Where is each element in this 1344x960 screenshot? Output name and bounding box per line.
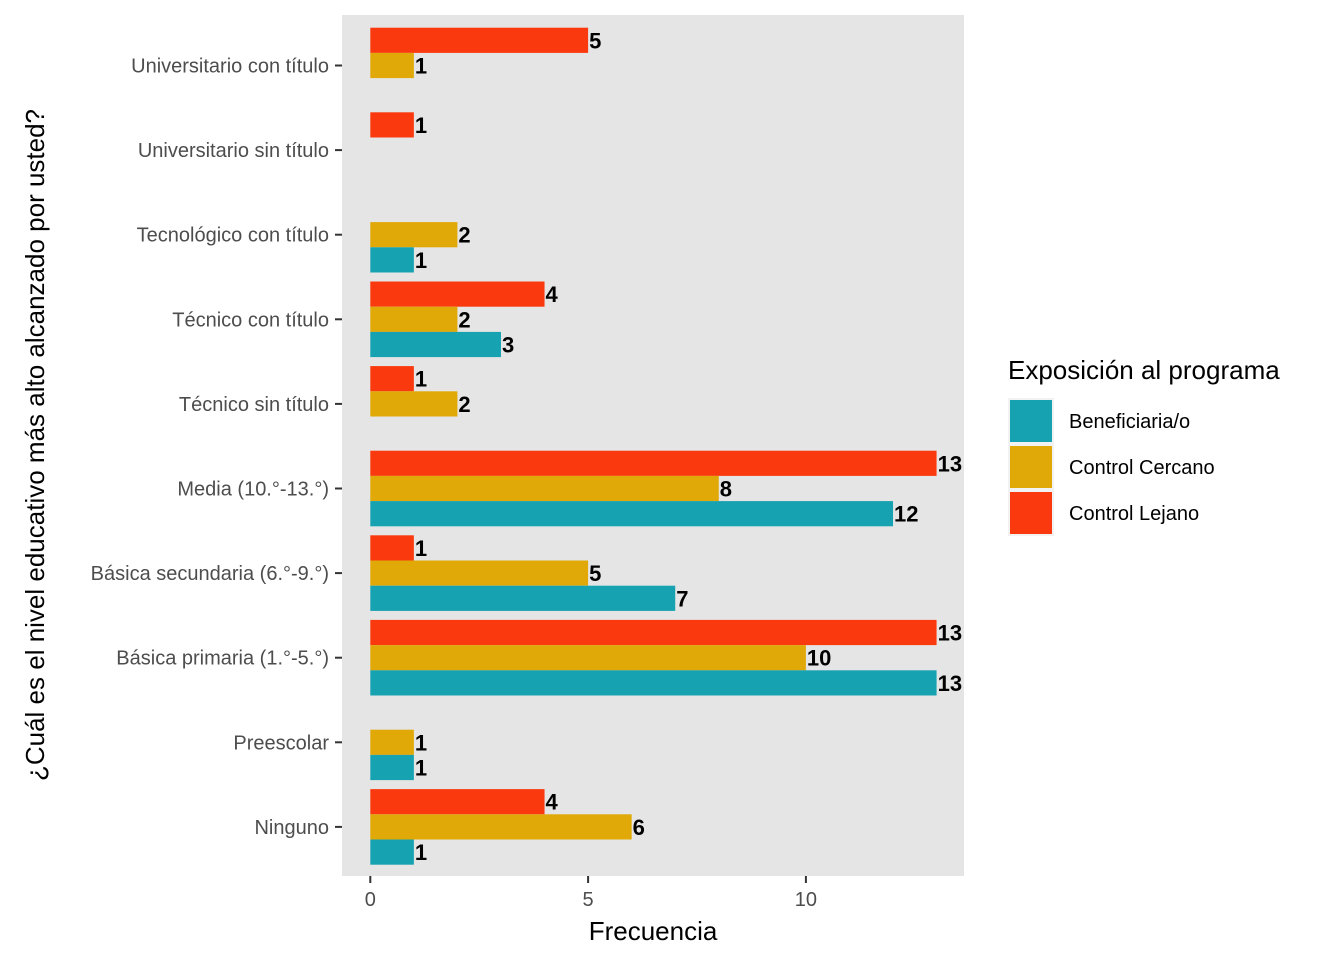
legend-title: Exposición al programa (1008, 355, 1280, 385)
data-label-beneficiaria-o-preescolar: 1 (415, 756, 427, 781)
data-label-control-lejano-universitario-con-titulo: 5 (589, 28, 601, 53)
y-tick-label-media-10-13: Media (10.°-13.°) (177, 479, 329, 501)
data-label-control-cercano-tecnico-sin-titulo: 2 (458, 392, 470, 417)
data-label-control-cercano-basica-secundaria-6-9: 5 (589, 561, 601, 586)
legend-label-control-lejano: Control Lejano (1069, 503, 1199, 525)
y-tick-label-preescolar: Preescolar (233, 732, 329, 754)
bar-control-cercano-media-10-13 (370, 475, 719, 502)
y-tick-label-universitario-sin-titulo: Universitario sin título (138, 140, 329, 162)
x-tick-label-0: 0 (365, 889, 376, 911)
bar-control-cercano-tecnico-con-titulo (370, 306, 458, 332)
y-tick-label-tecnologico-con-titulo: Tecnológico con título (137, 225, 329, 247)
y-axis-title: ¿Cuál es el nivel educativo más alto alc… (20, 109, 50, 781)
bar-control-lejano-tecnico-con-titulo (370, 281, 545, 307)
bar-control-cercano-preescolar (370, 729, 414, 755)
bar-beneficiaria-o-preescolar (370, 754, 414, 781)
x-tick-label-5: 5 (583, 889, 594, 911)
bar-beneficiaria-o-basica-secundaria-6-9 (370, 585, 676, 611)
legend-swatch-control-cercano (1010, 446, 1052, 488)
y-tick-label-tecnico-con-titulo: Técnico con título (172, 309, 329, 331)
bar-beneficiaria-o-basica-primaria-1-5 (370, 670, 937, 696)
bar-control-cercano-ninguno (370, 814, 632, 840)
bar-control-cercano-tecnico-sin-titulo (370, 391, 458, 417)
bar-control-lejano-basica-secundaria-6-9 (370, 535, 414, 561)
data-label-control-cercano-preescolar: 1 (415, 730, 427, 755)
data-label-control-lejano-media-10-13: 13 (938, 451, 962, 476)
data-label-control-lejano-basica-secundaria-6-9: 1 (415, 536, 427, 561)
data-label-control-lejano-universitario-sin-titulo: 1 (415, 113, 427, 138)
bar-control-lejano-ninguno (370, 789, 545, 815)
bar-beneficiaria-o-tecnico-con-titulo (370, 331, 501, 358)
data-label-beneficiaria-o-media-10-13: 12 (894, 502, 918, 527)
bar-control-cercano-basica-secundaria-6-9 (370, 560, 589, 586)
y-tick-label-basica-primaria-1-5: Básica primaria (1.°-5.°) (116, 648, 329, 670)
data-label-control-lejano-basica-primaria-1-5: 13 (938, 621, 962, 646)
bar-control-lejano-universitario-sin-titulo (370, 112, 414, 138)
data-label-control-lejano-tecnico-sin-titulo: 1 (415, 367, 427, 392)
plot-panel (342, 15, 964, 876)
legend-label-beneficiaria-o: Beneficiaria/o (1069, 411, 1190, 433)
data-label-control-cercano-basica-primaria-1-5: 10 (807, 646, 831, 671)
data-label-control-cercano-media-10-13: 8 (720, 477, 732, 502)
bar-control-lejano-tecnico-sin-titulo (370, 366, 414, 392)
data-label-beneficiaria-o-tecnico-con-titulo: 3 (502, 333, 514, 358)
data-label-control-cercano-universitario-con-titulo: 1 (415, 54, 427, 79)
data-label-beneficiaria-o-basica-primaria-1-5: 13 (938, 671, 962, 696)
legend-swatch-beneficiaria-o (1010, 400, 1052, 442)
bar-control-cercano-universitario-con-titulo (370, 52, 414, 79)
data-label-control-cercano-tecnologico-con-titulo: 2 (458, 223, 470, 248)
y-axis: Universitario con título Universitario si… (91, 56, 342, 839)
data-label-beneficiaria-o-ninguno: 1 (415, 840, 427, 865)
y-tick-label-ninguno: Ninguno (254, 817, 329, 839)
y-tick-label-tecnico-sin-titulo: Técnico sin título (179, 394, 329, 416)
data-label-control-lejano-tecnico-con-titulo: 4 (546, 282, 559, 307)
data-label-control-cercano-tecnico-con-titulo: 2 (458, 307, 470, 332)
bar-control-lejano-basica-primaria-1-5 (370, 619, 937, 646)
bar-beneficiaria-o-media-10-13 (370, 501, 894, 527)
y-tick-label-basica-secundaria-6-9: Básica secundaria (6.°-9.°) (91, 563, 329, 585)
bar-beneficiaria-o-tecnologico-con-titulo (370, 247, 414, 273)
bar-beneficiaria-o-ninguno (370, 839, 414, 865)
legend: Exposición al programa Beneficiaria/o Con… (1008, 355, 1280, 536)
y-tick-label-universitario-con-titulo: Universitario con título (131, 56, 329, 78)
data-label-beneficiaria-o-tecnologico-con-titulo: 1 (415, 248, 427, 273)
data-label-beneficiaria-o-basica-secundaria-6-9: 7 (676, 586, 688, 611)
legend-swatch-control-lejano (1010, 492, 1052, 534)
x-axis: 0 5 10 (365, 876, 817, 911)
bar-control-lejano-media-10-13 (370, 450, 937, 476)
data-label-control-lejano-ninguno: 4 (546, 790, 559, 815)
x-tick-label-10: 10 (795, 889, 817, 911)
data-label-control-cercano-ninguno: 6 (633, 815, 645, 840)
bar-control-lejano-universitario-con-titulo (370, 27, 589, 53)
bar-control-cercano-tecnologico-con-titulo (370, 222, 458, 248)
legend-label-control-cercano: Control Cercano (1069, 457, 1215, 479)
bar-control-cercano-basica-primaria-1-5 (370, 645, 806, 671)
x-axis-title: Frecuencia (589, 916, 718, 946)
